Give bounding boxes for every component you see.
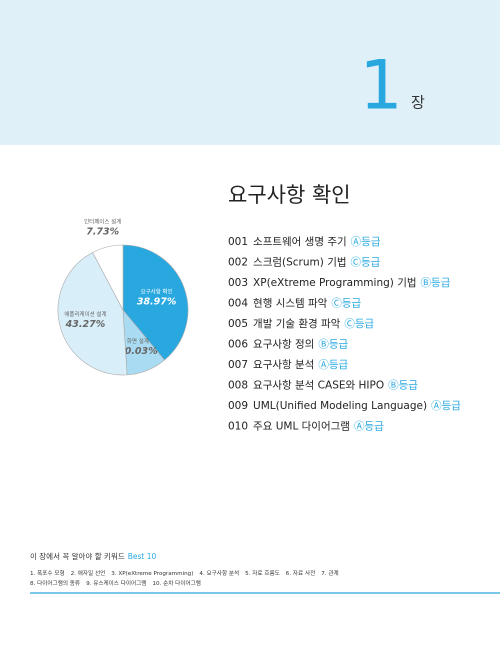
item: 002 스크럼(Scrum) 기법 Ⓒ등급 — [228, 256, 381, 269]
keyword-heading: 이 장에서 꼭 알아야 할 키워드 Best 10 — [30, 551, 156, 561]
pie-slice — [57, 252, 128, 376]
item-text: 요구사항 정의 — [253, 339, 314, 351]
item-text: 스크럼(Scrum) 기법 — [253, 256, 346, 269]
item-text: 현행 시스템 파악 — [253, 298, 328, 310]
slice-value: 10.03% — [118, 346, 158, 357]
item-text: 주요 UML 다이어그램 — [253, 421, 350, 433]
header-band — [0, 0, 500, 145]
keyword: 4. 요구사항 분석 — [199, 569, 239, 577]
item-number: 008 — [228, 380, 248, 392]
keyword-line: 8. 다이어그램의 종류 9. 유스케이스 다이어그램 10. 순차 다이어그램 — [30, 579, 201, 587]
item-text: 개발 기술 환경 파악 — [253, 317, 341, 330]
slice-label: 화면 설계 — [127, 337, 149, 345]
item-number: 009 — [228, 400, 248, 412]
keyword: 9. 유스케이스 다이어그램 — [86, 579, 146, 587]
item-grade: Ⓑ등급 — [421, 277, 451, 289]
item: 009 UML(Unified Modeling Language) Ⓐ등급 — [228, 400, 461, 412]
item-number: 001 — [228, 236, 248, 248]
item-number: 010 — [228, 421, 248, 433]
keyword: 2. 애자일 선언 — [71, 569, 106, 577]
item-grade: Ⓐ등급 — [318, 359, 348, 371]
keyword: 10. 순차 다이어그램 — [152, 579, 200, 587]
keyword: 3. XP(eXtreme Programming) — [111, 571, 193, 577]
keyword: 7. 관계 — [321, 569, 338, 577]
pie-slice — [122, 244, 189, 361]
item-grade: Ⓑ등급 — [388, 380, 418, 392]
item: 007 요구사항 분석 Ⓐ등급 — [228, 359, 349, 371]
keyword: 8. 다이어그램의 종류 — [30, 579, 80, 587]
slice-label: 요구사항 확인 — [141, 287, 173, 295]
chapter-label: 장 — [411, 94, 425, 112]
slice-value: 7.73% — [86, 226, 119, 237]
chapter-number: 1 — [359, 47, 402, 126]
slice-value: 38.97% — [137, 296, 177, 307]
item-grade: Ⓐ등급 — [351, 236, 381, 248]
pie-slice — [92, 244, 124, 311]
slice-label: 애플리케이션 설계 — [64, 310, 106, 318]
item-grade: Ⓒ등급 — [331, 298, 361, 310]
keyword: 1. 폭포수 모형 — [30, 570, 65, 577]
item-grade: Ⓐ등급 — [354, 421, 384, 433]
item: 005 개발 기술 환경 파악 Ⓒ등급 — [228, 317, 375, 330]
item-text: 소프트웨어 생명 주기 — [253, 236, 347, 248]
keyword: 5. 자료 흐름도 — [245, 569, 280, 577]
item-number: 003 — [228, 277, 248, 289]
item: 010 주요 UML 다이어그램 Ⓐ등급 — [228, 421, 384, 433]
item-number: 006 — [228, 339, 248, 351]
item-text: 요구사항 분석 CASE와 HIPO — [253, 380, 384, 392]
keyword: 6. 자료 사전 — [286, 569, 315, 577]
item-text: XP(eXtreme Programming) 기법 — [253, 277, 417, 289]
item: 001 소프트웨어 생명 주기 Ⓐ등급 — [228, 236, 381, 248]
item: 008 요구사항 분석 CASE와 HIPO Ⓑ등급 — [228, 380, 418, 392]
keyword-line: 1. 폭포수 모형 2. 애자일 선언 3. XP(eXtreme Programm… — [30, 569, 339, 577]
item-grade: Ⓐ등급 — [431, 400, 461, 412]
slice-label: 인터페이스 설계 — [84, 217, 121, 225]
item: 003 XP(eXtreme Programming) 기법 Ⓑ등급 — [228, 277, 451, 289]
item-number: 002 — [228, 257, 248, 269]
slice-value: 43.27% — [65, 319, 106, 330]
item-number: 004 — [228, 298, 248, 310]
item-grade: Ⓒ등급 — [351, 257, 381, 269]
item-grade: Ⓑ등급 — [318, 339, 348, 351]
chapter-title: 요구사항 확인 — [228, 183, 351, 207]
item-grade: Ⓒ등급 — [344, 318, 374, 330]
keyword-highlight: Best 10 — [128, 552, 157, 561]
item-number: 007 — [228, 359, 248, 371]
item: 006 요구사항 정의 Ⓑ등급 — [228, 339, 349, 351]
item-number: 005 — [228, 318, 248, 330]
item-text: 요구사항 분석 — [253, 359, 314, 371]
item-text: UML(Unified Modeling Language) — [253, 400, 427, 412]
item: 004 현행 시스템 파악 Ⓒ등급 — [228, 298, 362, 310]
